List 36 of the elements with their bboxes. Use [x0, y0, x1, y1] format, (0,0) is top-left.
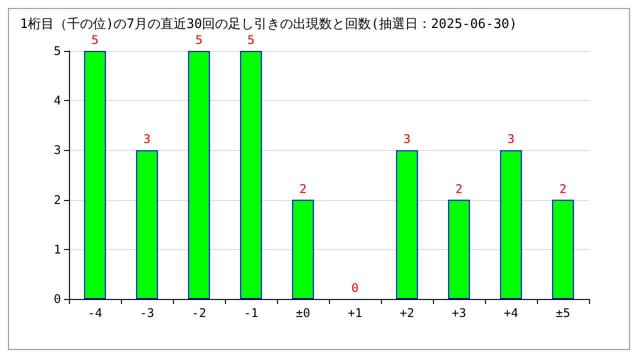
x-tick-label: +1 — [348, 306, 362, 320]
bar — [448, 200, 470, 299]
data-label: 2 — [559, 182, 567, 196]
bar — [396, 150, 418, 299]
x-tick-label: +4 — [504, 306, 518, 320]
chart-title: 1桁目（千の位)の7月の直近30回の足し引きの出現数と回数(抽選日：2025-06-30) — [20, 17, 518, 32]
data-label: 2 — [299, 182, 307, 196]
y-tick-label: 4 — [54, 94, 61, 108]
bar — [292, 200, 314, 299]
bar — [136, 150, 158, 299]
data-label: 3 — [507, 132, 515, 146]
bar — [240, 51, 262, 299]
x-tick-label: -1 — [244, 306, 258, 320]
data-label: 2 — [455, 182, 463, 196]
y-tick-label: 1 — [54, 242, 61, 256]
data-label: 5 — [247, 33, 255, 47]
y-tick-label: 5 — [54, 44, 61, 58]
bar — [84, 51, 106, 299]
y-tick-label: 0 — [54, 292, 61, 306]
bar — [188, 51, 210, 299]
x-tick-label: +3 — [452, 306, 466, 320]
x-tick-label: -2 — [192, 306, 206, 320]
bar — [500, 150, 522, 299]
y-tick-label: 2 — [54, 192, 61, 207]
x-tick-label: +2 — [400, 306, 414, 320]
x-tick-label: ±5 — [556, 306, 570, 320]
data-label: 5 — [91, 33, 99, 47]
x-tick-label: -3 — [140, 306, 154, 320]
bar — [552, 200, 574, 299]
x-tick-label: -4 — [88, 306, 102, 320]
x-tick-label: ±0 — [296, 306, 310, 320]
data-label: 0 — [351, 281, 359, 295]
data-label: 3 — [143, 132, 151, 146]
y-tick-label: 3 — [54, 143, 61, 158]
data-label: 3 — [403, 132, 411, 146]
data-label: 5 — [195, 33, 203, 47]
